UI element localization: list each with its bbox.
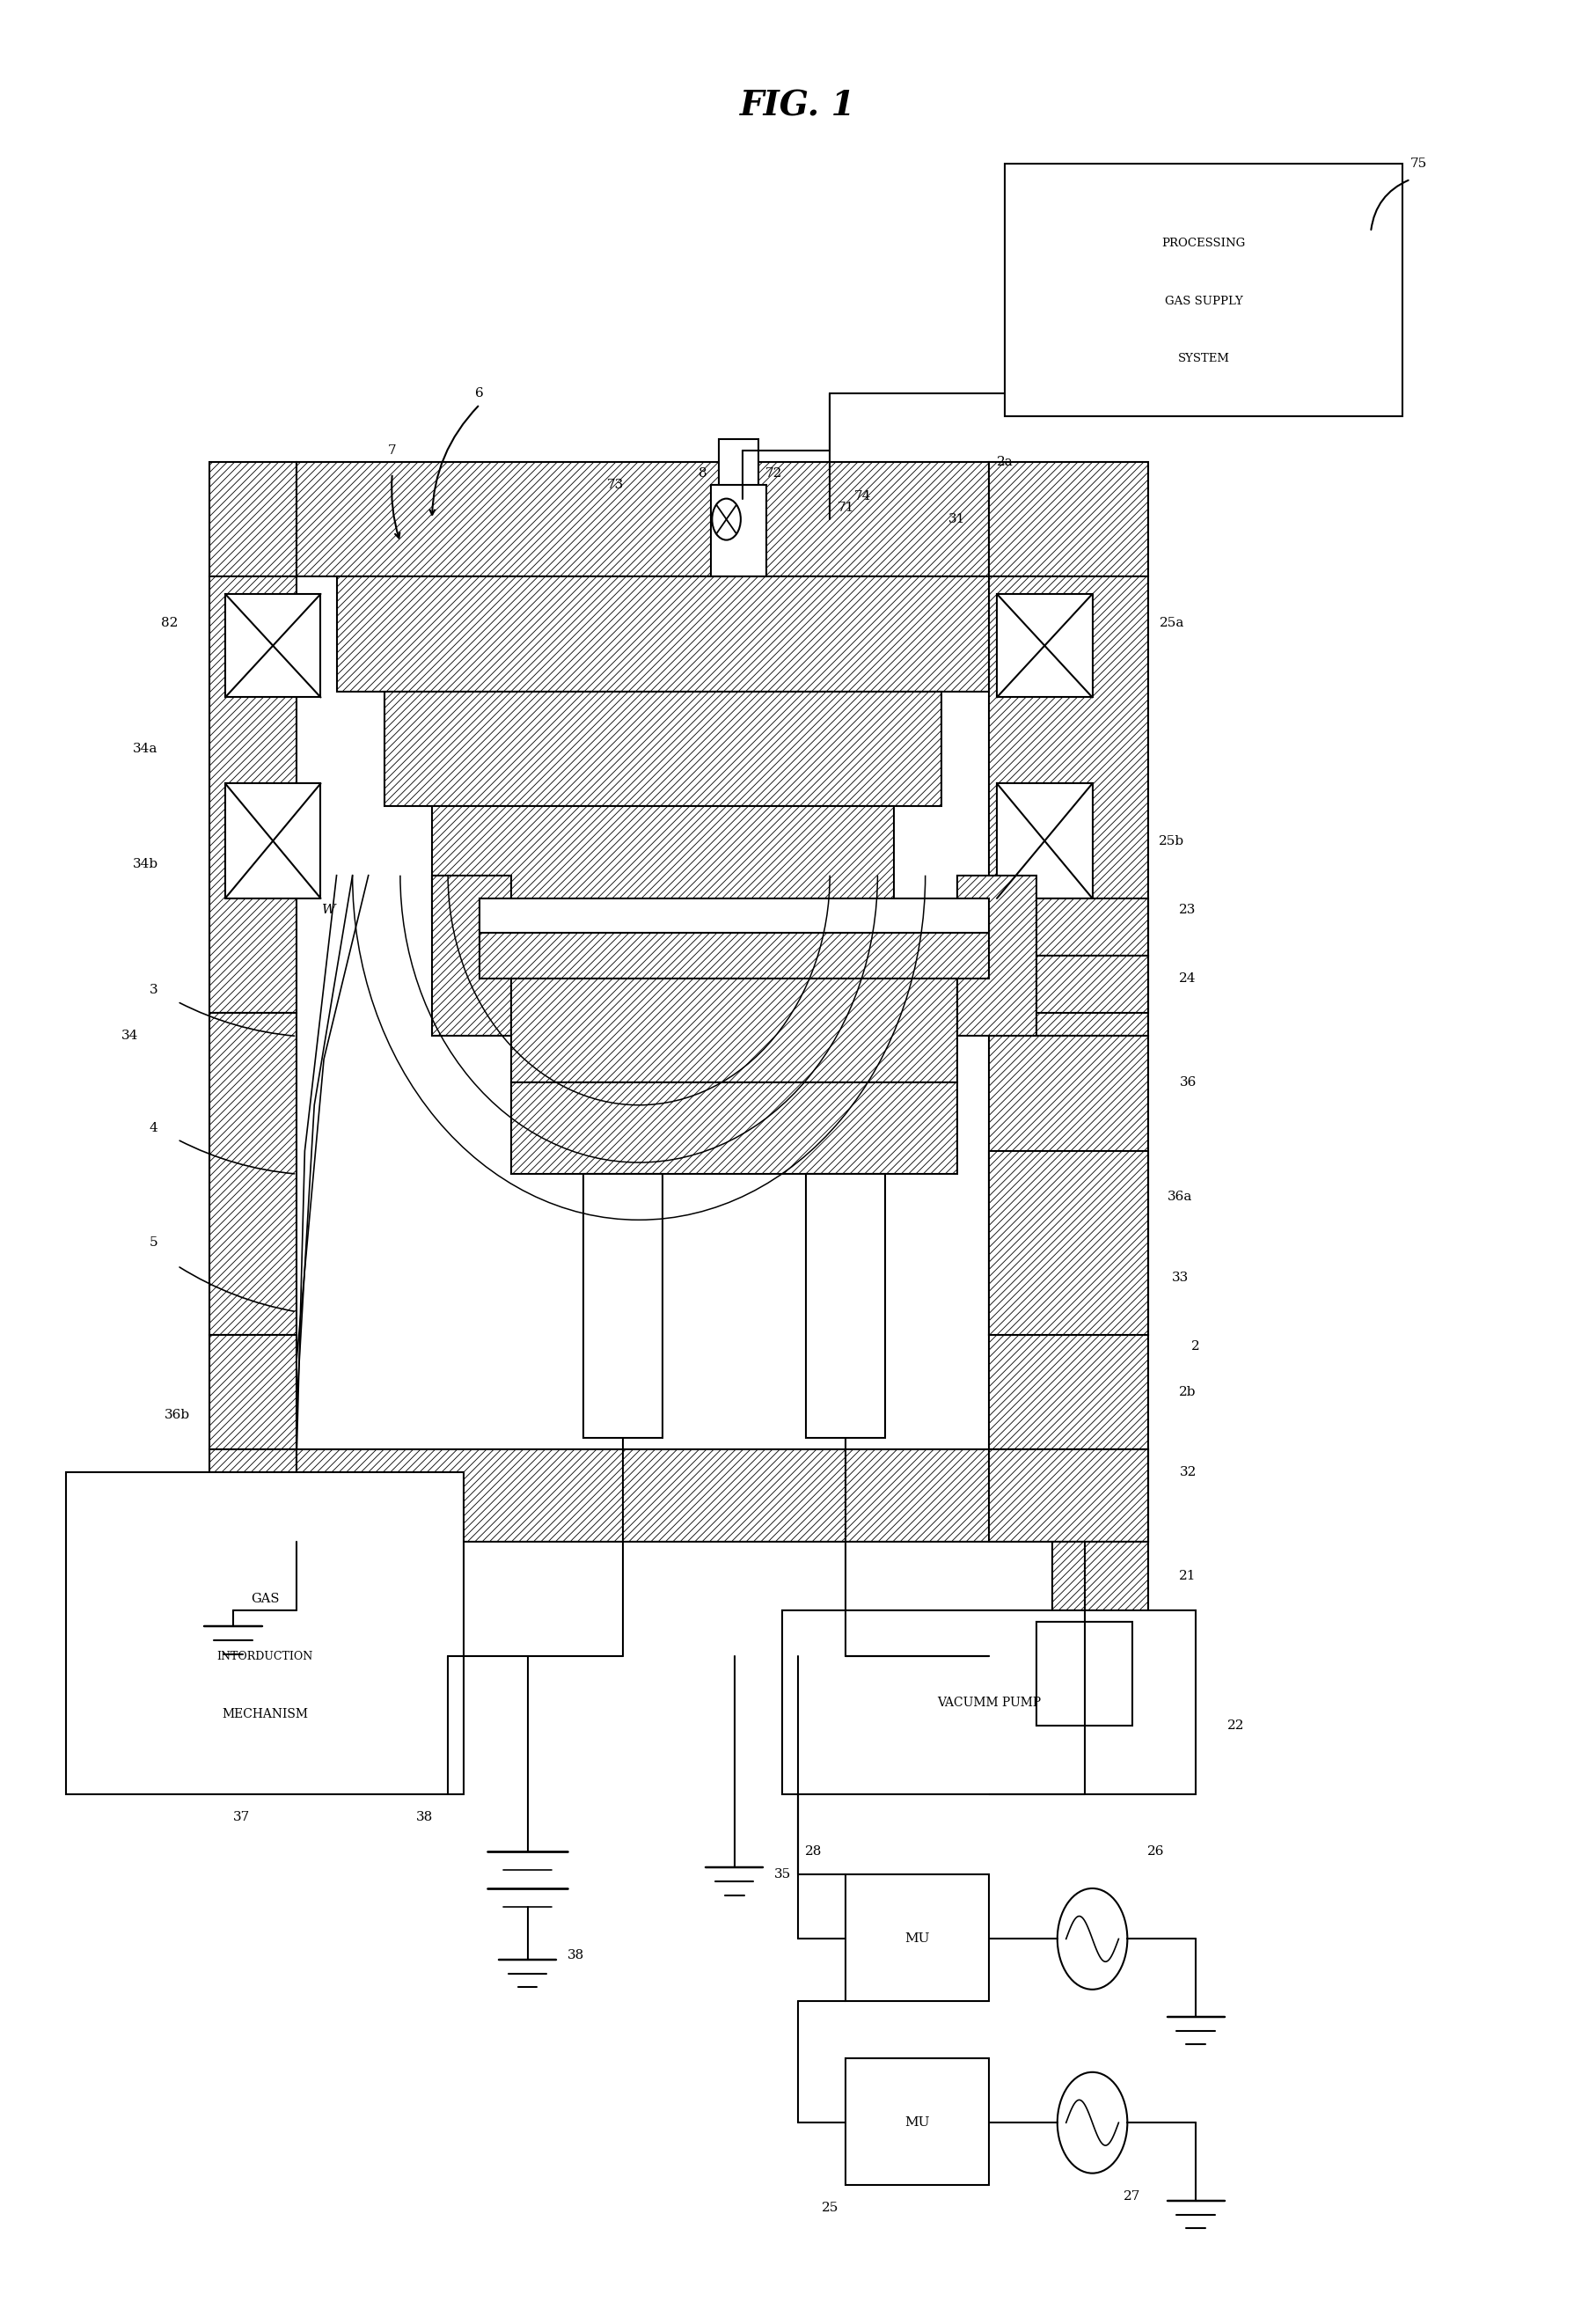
Text: 22: 22	[1227, 1720, 1245, 1731]
Text: 36: 36	[1179, 1075, 1197, 1089]
Bar	[710, 486, 766, 578]
Text: 25: 25	[822, 2201, 838, 2215]
Text: MU: MU	[905, 1934, 930, 1945]
Text: W: W	[322, 905, 335, 916]
Text: 38: 38	[415, 1812, 433, 1823]
Text: 25a: 25a	[1159, 617, 1184, 628]
Bar	[806, 1174, 886, 1439]
Text: 38: 38	[567, 1950, 584, 1961]
Bar	[958, 875, 1037, 1036]
Text: 36a: 36a	[1167, 1190, 1192, 1204]
Bar	[480, 921, 990, 978]
Text: 7: 7	[388, 444, 396, 456]
Bar	[209, 463, 297, 578]
Text: PROCESSING: PROCESSING	[1162, 237, 1245, 249]
Bar	[990, 1151, 1148, 1335]
Text: INTORDUCTION: INTORDUCTION	[217, 1651, 313, 1662]
Text: 24: 24	[1179, 971, 1197, 985]
Text: SYSTEM: SYSTEM	[1178, 352, 1229, 364]
Text: GAS: GAS	[251, 1593, 279, 1604]
Text: 31: 31	[948, 513, 966, 525]
Bar	[297, 1450, 1148, 1542]
Bar	[209, 1013, 297, 1335]
Bar	[512, 978, 958, 1082]
Text: 35: 35	[774, 1869, 792, 1881]
Text: 34b: 34b	[132, 859, 158, 870]
Bar	[990, 955, 1148, 1013]
Bar	[1037, 1623, 1132, 1724]
Bar	[846, 2058, 990, 2185]
Text: 36b: 36b	[164, 1409, 190, 1420]
Bar	[480, 898, 990, 932]
Bar	[225, 783, 321, 898]
Bar	[385, 691, 942, 806]
Bar	[209, 1450, 297, 1542]
Bar	[990, 578, 1148, 1036]
Text: 72: 72	[766, 467, 782, 479]
Bar	[337, 578, 990, 691]
Bar	[583, 1174, 662, 1439]
Text: 5: 5	[150, 1236, 158, 1250]
Bar	[990, 463, 1148, 578]
Text: 32: 32	[1179, 1466, 1197, 1478]
Bar	[1053, 1542, 1148, 1634]
Text: 34: 34	[121, 1029, 139, 1043]
Bar	[209, 578, 297, 1013]
Text: 82: 82	[161, 617, 179, 628]
Text: 27: 27	[1124, 2189, 1141, 2203]
Text: 2a: 2a	[996, 456, 1013, 467]
Bar	[990, 1036, 1148, 1335]
Bar	[1053, 1634, 1116, 1724]
Bar	[433, 875, 512, 1036]
Bar	[433, 806, 894, 921]
Text: 2b: 2b	[1179, 1386, 1197, 1397]
Text: 74: 74	[854, 490, 871, 502]
Text: FIG. 1: FIG. 1	[741, 90, 855, 122]
Text: 73: 73	[606, 479, 624, 490]
Text: 4: 4	[150, 1121, 158, 1135]
Text: 23: 23	[1179, 905, 1197, 916]
Text: 3: 3	[150, 983, 158, 997]
Bar	[718, 440, 758, 486]
Text: 34a: 34a	[132, 744, 158, 755]
Text: 26: 26	[1148, 1846, 1165, 1858]
Bar	[782, 1611, 1195, 1793]
Text: 8: 8	[699, 467, 707, 479]
Bar	[512, 1082, 958, 1174]
Bar	[297, 463, 990, 578]
Text: 37: 37	[233, 1812, 249, 1823]
Text: MU: MU	[905, 2116, 930, 2129]
Bar	[998, 594, 1092, 698]
Bar	[846, 1874, 990, 2000]
Text: GAS SUPPLY: GAS SUPPLY	[1165, 295, 1243, 306]
Text: 2: 2	[1192, 1340, 1200, 1351]
Bar	[225, 594, 321, 698]
Text: 25b: 25b	[1159, 836, 1184, 847]
Text: 6: 6	[476, 387, 484, 398]
Text: 33: 33	[1171, 1271, 1189, 1285]
Bar	[990, 1335, 1148, 1450]
Text: 28: 28	[806, 1846, 822, 1858]
Text: 71: 71	[838, 502, 854, 513]
Text: 21: 21	[1179, 1570, 1197, 1581]
Bar	[1005, 163, 1403, 417]
Bar	[998, 783, 1092, 898]
Bar	[209, 1335, 297, 1450]
Text: 75: 75	[1409, 157, 1427, 170]
Bar	[65, 1473, 464, 1793]
Text: VACUMM PUMP: VACUMM PUMP	[937, 1697, 1041, 1708]
Bar	[990, 898, 1148, 955]
Text: MECHANISM: MECHANISM	[222, 1708, 308, 1720]
Bar	[990, 1450, 1148, 1542]
